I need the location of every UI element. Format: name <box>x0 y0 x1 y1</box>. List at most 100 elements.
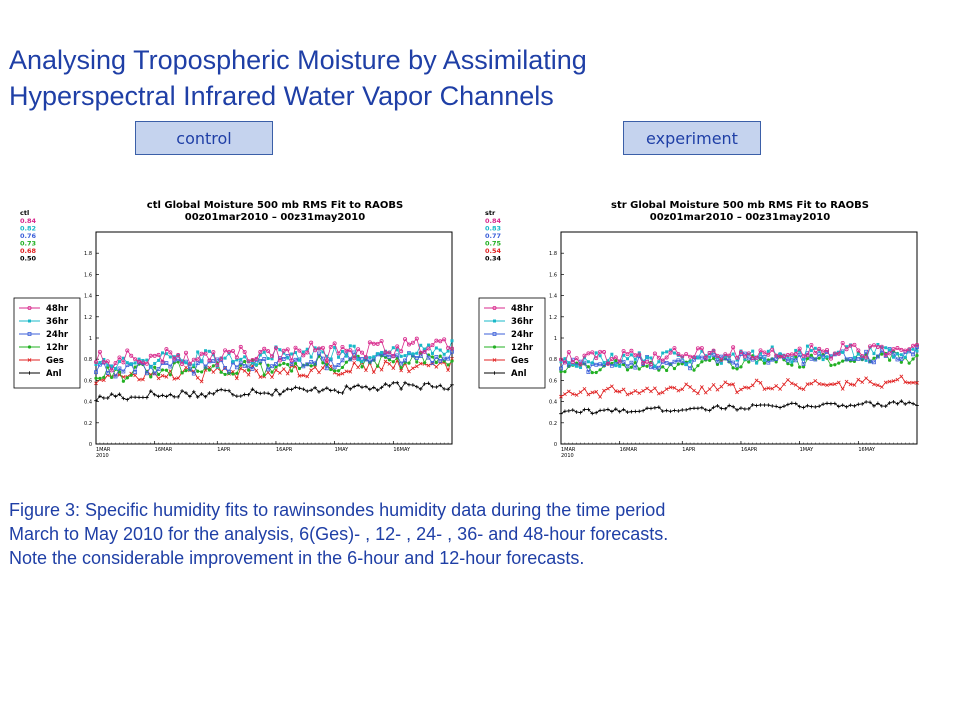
point-36hr <box>446 349 450 353</box>
point-anl <box>645 406 649 410</box>
point-anl <box>852 404 857 408</box>
point-12hr <box>676 362 680 366</box>
point-36hr <box>215 365 219 369</box>
point-48hr <box>94 360 99 365</box>
point-ges <box>672 386 677 390</box>
point-24hr <box>387 355 392 359</box>
point-24hr <box>262 357 267 361</box>
point-anl <box>621 407 626 412</box>
point-36hr <box>892 355 896 359</box>
point-12hr <box>614 358 618 363</box>
point-24hr <box>668 362 673 367</box>
point-48hr <box>680 354 685 359</box>
point-36hr <box>239 357 243 361</box>
point-36hr <box>282 351 286 355</box>
point-ges <box>242 368 247 373</box>
point-anl <box>352 384 356 389</box>
y-tick-label: 0 <box>554 442 557 448</box>
point-24hr <box>793 358 798 363</box>
point-24hr <box>801 362 806 367</box>
point-48hr <box>117 355 122 360</box>
series-ges <box>559 374 919 399</box>
point-ges <box>160 373 165 378</box>
point-anl <box>790 401 794 406</box>
point-36hr <box>333 345 337 349</box>
point-24hr <box>911 352 915 357</box>
point-36hr <box>559 360 563 364</box>
point-48hr <box>305 350 310 355</box>
series-line-24hr <box>560 346 918 373</box>
point-anl <box>395 380 400 385</box>
point-24hr <box>332 365 337 370</box>
point-anl <box>633 409 638 414</box>
x-tick-label: 16MAR <box>155 447 173 453</box>
point-anl <box>430 384 435 389</box>
point-12hr <box>235 371 239 375</box>
point-24hr <box>117 366 122 371</box>
point-48hr <box>746 351 751 356</box>
point-24hr <box>559 366 563 371</box>
point-ges <box>821 382 825 387</box>
point-ges <box>258 375 263 379</box>
point-48hr <box>641 360 646 365</box>
point-48hr <box>828 356 833 361</box>
point-anl <box>102 396 106 400</box>
point-12hr <box>94 376 98 380</box>
point-24hr <box>383 352 388 357</box>
point-12hr <box>829 363 833 367</box>
point-36hr <box>590 361 594 365</box>
point-36hr <box>372 355 376 359</box>
point-48hr <box>574 356 579 361</box>
point-48hr <box>844 347 849 352</box>
point-48hr <box>821 349 826 354</box>
point-anl <box>262 391 267 395</box>
point-ges <box>356 365 360 370</box>
point-24hr <box>281 357 286 361</box>
point-24hr <box>191 371 196 376</box>
point-anl <box>793 401 798 406</box>
point-ges <box>860 380 865 385</box>
point-anl <box>848 403 853 407</box>
point-36hr <box>395 348 399 352</box>
point-ges <box>656 391 661 396</box>
y-tick-label: 1 <box>554 336 557 342</box>
point-48hr <box>789 352 794 357</box>
x-tick-label: 1APR <box>217 447 231 453</box>
point-anl <box>207 391 212 395</box>
point-12hr <box>270 370 274 374</box>
point-24hr <box>324 366 329 371</box>
point-ges <box>176 376 181 381</box>
point-24hr <box>336 363 341 367</box>
point-anl <box>98 394 102 398</box>
point-ges <box>891 379 896 383</box>
point-anl <box>911 401 915 406</box>
point-36hr <box>629 353 633 357</box>
point-36hr <box>157 358 161 362</box>
y-tick-label: 1.6 <box>549 272 557 278</box>
point-36hr <box>852 356 856 360</box>
point-12hr <box>98 376 102 380</box>
series-mean-48hr: 0.84 <box>485 217 502 225</box>
point-ges <box>285 371 290 376</box>
point-48hr <box>324 358 329 363</box>
point-48hr <box>793 352 798 357</box>
point-anl <box>403 380 407 385</box>
point-ges <box>629 391 634 395</box>
point-12hr <box>223 372 227 377</box>
point-ges <box>727 382 732 387</box>
point-48hr <box>223 348 228 353</box>
point-24hr <box>258 358 263 363</box>
point-ges <box>801 387 806 392</box>
point-12hr <box>833 363 837 367</box>
point-24hr <box>187 366 192 371</box>
point-anl <box>266 391 270 396</box>
point-12hr <box>329 367 333 372</box>
series-48hr <box>94 336 454 373</box>
point-48hr <box>617 359 622 364</box>
point-12hr <box>262 373 266 377</box>
legend-label-24hr: 24hr <box>46 330 69 340</box>
point-36hr <box>168 355 172 359</box>
point-36hr <box>735 358 739 362</box>
point-anl <box>715 403 720 408</box>
point-anl <box>825 401 829 406</box>
